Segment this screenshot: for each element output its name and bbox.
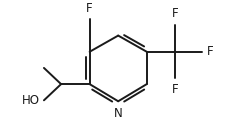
Text: F: F (207, 45, 213, 58)
Text: F: F (172, 83, 179, 96)
Text: F: F (86, 2, 93, 15)
Text: HO: HO (22, 94, 40, 107)
Text: F: F (172, 7, 179, 20)
Text: N: N (114, 107, 122, 120)
